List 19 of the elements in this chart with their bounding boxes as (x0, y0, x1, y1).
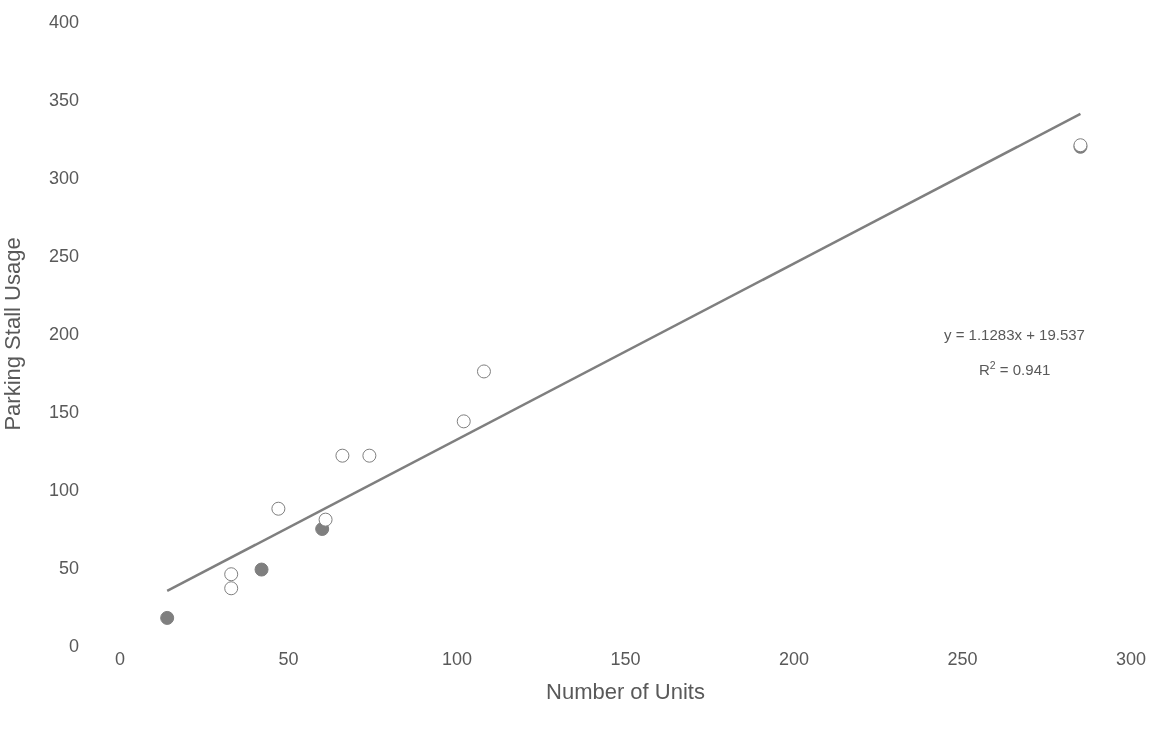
y-tick-label: 200 (48, 324, 79, 345)
annotation: R$^{2}$ = 0.941 (979, 359, 1051, 379)
y-tick-label: 350 (48, 90, 79, 111)
y-tick-label: 100 (48, 480, 79, 501)
y-tick-label: 50 (58, 558, 79, 579)
x-tick-label: 0 (114, 649, 126, 669)
y-tick-label: 300 (48, 168, 79, 189)
y-tick-label: 400 (48, 12, 79, 33)
x-axis-title: Number of Units (546, 678, 705, 704)
x-tick-label: 200 (778, 649, 810, 669)
y-tick-label: 250 (48, 246, 79, 267)
annotation: y = 1.1283x + 19.537 (944, 326, 1085, 343)
y-tick-label: 150 (48, 402, 79, 423)
x-tick-label: 50 (278, 649, 299, 669)
x-tick-label: 300 (1115, 649, 1147, 669)
x-tick-label: 100 (441, 649, 473, 669)
x-tick-label: 250 (947, 649, 978, 669)
y-axis-title: Parking Stall Usage (0, 237, 25, 431)
x-tick-label: 150 (610, 649, 641, 669)
